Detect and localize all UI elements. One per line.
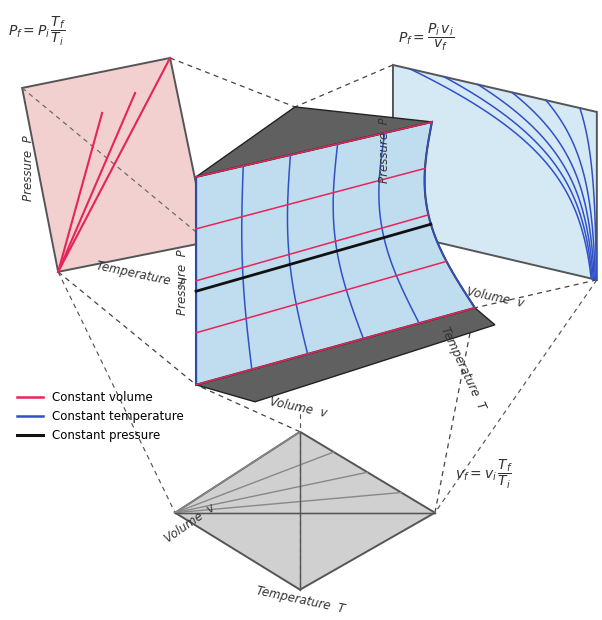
Text: Volume  v: Volume v — [465, 285, 525, 310]
Polygon shape — [196, 107, 432, 177]
Polygon shape — [22, 58, 208, 272]
Text: $v_f = v_i\,\dfrac{T_f}{T_i}$: $v_f = v_i\,\dfrac{T_f}{T_i}$ — [455, 458, 513, 491]
Legend: Constant volume, Constant temperature, Constant pressure: Constant volume, Constant temperature, C… — [12, 386, 188, 446]
Polygon shape — [393, 65, 597, 280]
Polygon shape — [196, 122, 475, 385]
Text: Temperature  T: Temperature T — [255, 584, 346, 616]
Text: Pressure  P: Pressure P — [176, 249, 188, 315]
Text: $P_f = \dfrac{P_i\,v_i}{v_f}$: $P_f = \dfrac{P_i\,v_i}{v_f}$ — [398, 22, 454, 53]
Text: Temperature  T: Temperature T — [438, 324, 488, 412]
Text: $P_f = P_i\,\dfrac{T_f}{T_i}$: $P_f = P_i\,\dfrac{T_f}{T_i}$ — [8, 15, 66, 48]
Polygon shape — [175, 432, 435, 590]
Text: Volume  v: Volume v — [268, 396, 328, 420]
Text: Pressure  P: Pressure P — [22, 135, 35, 201]
Text: Volume  v: Volume v — [163, 502, 218, 546]
Text: Pressure  P: Pressure P — [379, 117, 391, 183]
Polygon shape — [196, 308, 495, 402]
Text: Temperature  T: Temperature T — [95, 259, 185, 291]
